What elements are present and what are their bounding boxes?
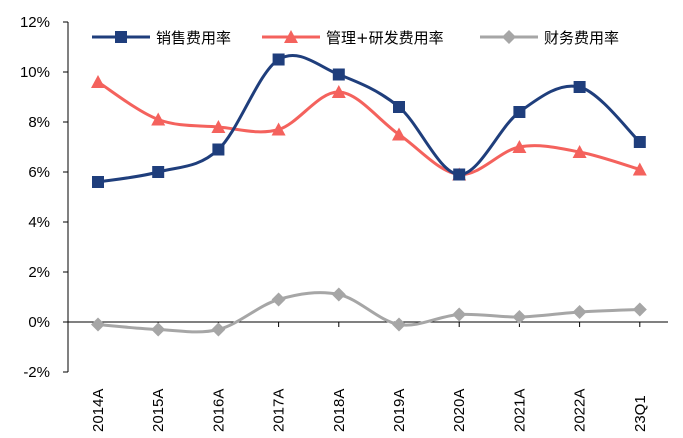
data-point-diamond xyxy=(151,322,166,337)
data-point-square xyxy=(633,136,646,148)
data-point-square xyxy=(212,143,225,156)
y-tick-label: 6% xyxy=(28,164,50,181)
x-tick-label: 2018A xyxy=(331,389,348,432)
x-tick-label: 2022A xyxy=(572,389,589,432)
legend-item: 管理+研发费用率 xyxy=(262,29,444,47)
data-point-square xyxy=(332,68,345,81)
y-tick-label: 0% xyxy=(28,314,50,331)
legend-marker-square xyxy=(115,31,127,43)
data-point-diamond xyxy=(392,317,406,332)
data-point-square xyxy=(393,101,405,113)
data-point-diamond xyxy=(331,287,346,302)
y-tick-label: 12% xyxy=(20,14,50,31)
legend: 销售费用率 管理+研发费用率 财务费用率 xyxy=(92,29,619,47)
data-point-square xyxy=(92,176,104,188)
series-triangle xyxy=(91,75,647,181)
x-tick-label: 2021A xyxy=(511,389,528,432)
data-point-triangle xyxy=(211,120,226,133)
data-point-triangle xyxy=(632,162,647,176)
data-point-diamond xyxy=(91,317,105,332)
x-tick-label: 2017A xyxy=(271,389,288,432)
series-layer xyxy=(91,53,647,337)
data-point-triangle xyxy=(512,140,527,153)
series-diamond xyxy=(91,287,647,337)
data-point-diamond xyxy=(572,305,587,319)
y-tick-label: 8% xyxy=(28,114,50,131)
x-tick-label: 2014A xyxy=(90,389,107,432)
x-tick-label: 2019A xyxy=(391,389,408,432)
data-point-triangle xyxy=(572,145,587,158)
legend-marker-triangle xyxy=(284,30,298,43)
data-point-diamond xyxy=(211,322,226,337)
data-point-square xyxy=(272,53,285,66)
x-tick-label: 23Q1 xyxy=(632,395,649,432)
x-tick-label: 2020A xyxy=(451,389,468,432)
data-point-square xyxy=(453,168,466,181)
data-point-square xyxy=(152,166,165,178)
legend-item: 财务费用率 xyxy=(480,29,619,47)
x-axis: 2014A 2015A 2016A 2017A 2018A 2019A 2020A 2021A… xyxy=(68,321,668,432)
x-tick-label: 2015A xyxy=(150,389,167,432)
y-axis: -2% 0% 2% 4% 6% 8% 10% 12% xyxy=(20,14,69,381)
legend-label: 管理+研发费用率 xyxy=(326,29,444,47)
x-tick-label: 2016A xyxy=(210,389,227,432)
data-point-square xyxy=(573,81,586,93)
series-line xyxy=(97,53,641,184)
legend-label: 财务费用率 xyxy=(544,29,619,47)
data-point-triangle xyxy=(271,122,286,136)
data-point-triangle xyxy=(91,75,105,88)
legend-item: 销售费用率 xyxy=(92,29,231,47)
y-tick-label: 10% xyxy=(20,64,50,81)
data-point-triangle xyxy=(392,127,406,141)
data-point-diamond xyxy=(271,292,286,307)
series-square xyxy=(92,53,646,188)
data-point-square xyxy=(513,106,526,118)
y-tick-label: 4% xyxy=(28,214,50,231)
y-tick-label: 2% xyxy=(28,264,50,281)
legend-label: 销售费用率 xyxy=(156,29,231,47)
data-point-diamond xyxy=(632,302,647,317)
data-point-triangle xyxy=(331,85,346,98)
data-point-triangle xyxy=(151,112,166,126)
y-tick-label: -2% xyxy=(23,364,50,381)
legend-marker-diamond xyxy=(502,30,516,44)
series-line xyxy=(97,291,640,334)
series-line xyxy=(97,80,641,177)
data-point-diamond xyxy=(452,307,467,322)
data-point-diamond xyxy=(512,310,527,324)
